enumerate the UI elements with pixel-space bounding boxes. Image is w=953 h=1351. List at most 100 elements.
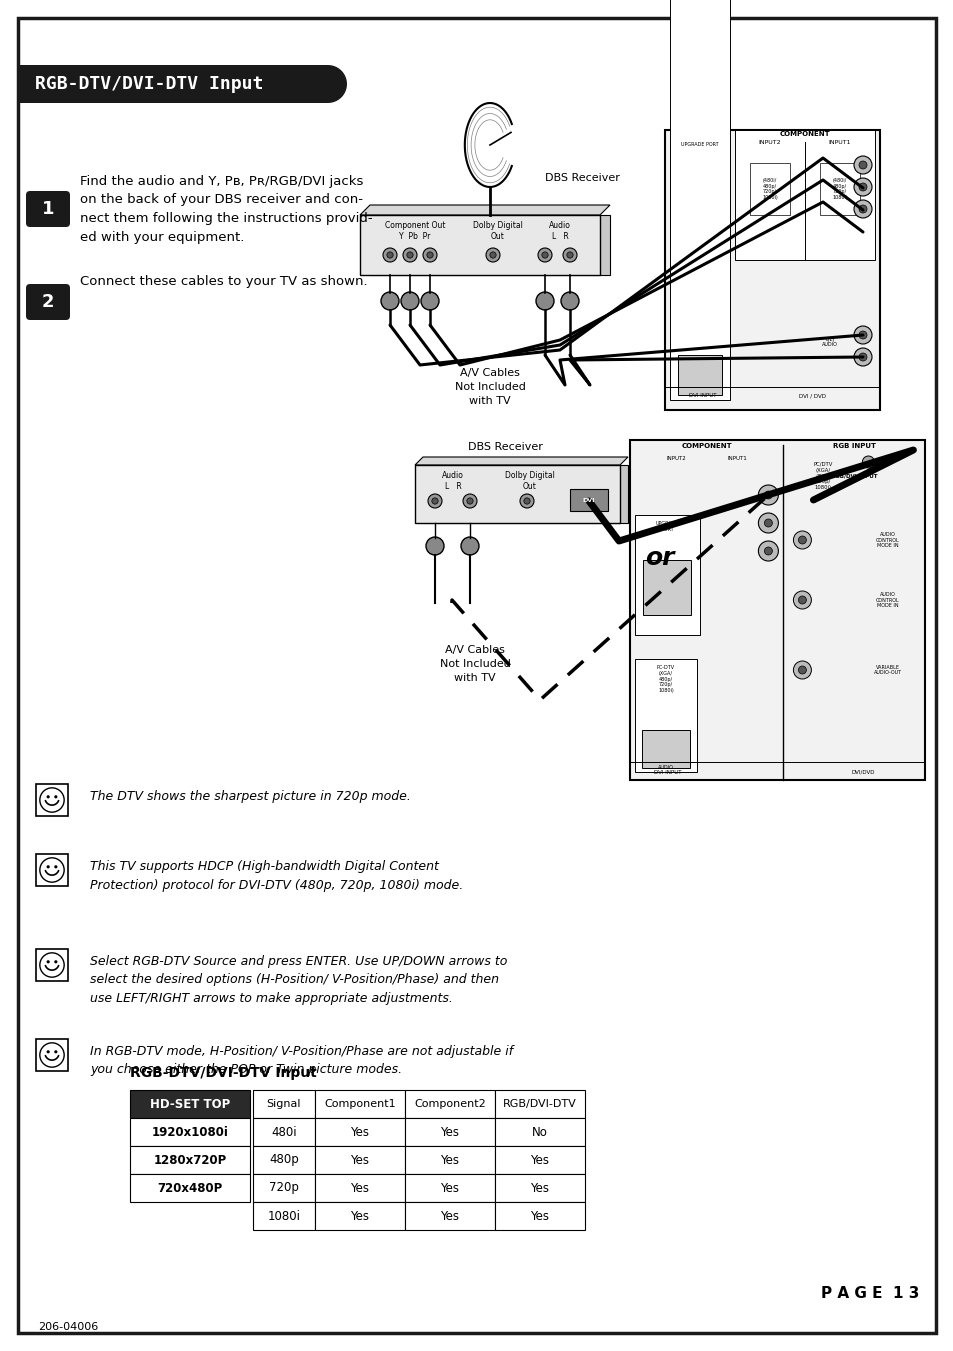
Circle shape [40,788,64,812]
Circle shape [858,205,866,213]
Circle shape [758,513,778,534]
Circle shape [422,249,436,262]
Polygon shape [370,215,609,276]
Bar [253,1146,314,1174]
Circle shape [853,349,871,366]
Text: Audio
L   R: Audio L R [441,471,463,492]
Bar [36,854,68,886]
Circle shape [54,961,57,963]
Circle shape [519,494,534,508]
Text: RGB-DTV/DVI-DTV Input: RGB-DTV/DVI-DTV Input [35,76,263,93]
Bar [495,1146,584,1174]
Bar [130,1174,250,1202]
Circle shape [562,249,577,262]
Circle shape [460,536,478,555]
Circle shape [858,182,866,190]
Text: 480p: 480p [269,1154,298,1166]
Bar [314,1202,405,1229]
Text: AUDIO: AUDIO [658,765,673,770]
Circle shape [47,1050,50,1054]
Text: COMPONENT: COMPONENT [779,131,829,136]
Circle shape [763,490,772,499]
Text: (480i/
480p/
720p/
1080i): (480i/ 480p/ 720p/ 1080i) [761,178,777,200]
Text: Dolby Digital
Out: Dolby Digital Out [504,471,555,492]
Bar [314,1090,405,1119]
Bar [253,1174,314,1202]
Bar [405,1146,495,1174]
Text: DVI INPUT: DVI INPUT [688,393,716,399]
Circle shape [54,1050,57,1054]
Circle shape [793,661,811,680]
Bar [405,1119,495,1146]
Bar [629,440,924,780]
Circle shape [466,499,473,504]
Text: INPUT1: INPUT1 [828,141,850,145]
Bar [36,1039,68,1071]
Text: or: or [644,546,674,570]
Circle shape [420,292,438,309]
Text: PC/DTV
(XGA/
480p/
720p/
1080i): PC/DTV (XGA/ 480p/ 720p/ 1080i) [813,462,832,490]
Text: Yes: Yes [530,1209,549,1223]
Text: 206-04006: 206-04006 [38,1323,98,1332]
Circle shape [428,494,441,508]
Text: DVI: DVI [582,497,595,503]
Circle shape [40,1043,64,1067]
Circle shape [758,485,778,505]
Bar [641,730,689,767]
Circle shape [853,326,871,345]
Bar [678,176,721,230]
Text: Connect these cables to your TV as shown.: Connect these cables to your TV as shown… [80,276,367,288]
Bar [253,1119,314,1146]
Circle shape [858,161,866,169]
Bar [253,1090,314,1119]
Circle shape [798,596,805,604]
Bar [130,1119,250,1146]
Bar [669,141,729,250]
Text: 720x480P: 720x480P [157,1182,222,1194]
Circle shape [426,251,433,258]
Bar [734,130,874,259]
Text: L(L)
AUDIO: L(L) AUDIO [821,336,837,347]
FancyBboxPatch shape [26,190,70,227]
Bar [253,1202,314,1229]
Text: (480i/
480p/
720p/
1080i): (480i/ 480p/ 720p/ 1080i) [831,178,847,200]
Circle shape [432,499,437,504]
Text: DVI INPUT: DVI INPUT [654,770,681,775]
Text: Component1: Component1 [324,1098,395,1109]
Circle shape [862,457,874,467]
Circle shape [853,178,871,196]
Text: Yes: Yes [440,1209,459,1223]
Text: Yes: Yes [530,1182,549,1194]
Text: DVI/DVD: DVI/DVD [851,770,874,775]
Text: Yes: Yes [440,1154,459,1166]
Text: Component Out
Y  Pb  Pr: Component Out Y Pb Pr [384,222,445,240]
Circle shape [47,865,50,869]
Text: In RGB-DTV mode, H-Position/ V-Position/Phase are not adjustable if
you choose e: In RGB-DTV mode, H-Position/ V-Position/… [90,1046,513,1077]
Text: Audio
L   R: Audio L R [549,222,570,240]
Circle shape [758,540,778,561]
Circle shape [763,547,772,555]
Text: DBS Receiver: DBS Receiver [544,173,619,182]
Text: DVI / DVD: DVI / DVD [799,393,825,399]
Bar [495,1090,584,1119]
Text: UPGRADE
PORT: UPGRADE PORT [655,521,679,532]
Text: AUDIO
CONTROL
MODE IN: AUDIO CONTROL MODE IN [875,592,899,608]
Text: INPUT2: INPUT2 [758,141,781,145]
Text: Yes: Yes [440,1182,459,1194]
Bar [642,561,690,615]
Bar [495,1119,584,1146]
Circle shape [793,531,811,549]
Text: RGB INPUT: RGB INPUT [832,443,875,449]
Circle shape [380,292,398,309]
Bar [495,1174,584,1202]
Bar [664,130,879,409]
Text: Select RGB-DTV Source and press ENTER. Use UP/DOWN arrows to
select the desired : Select RGB-DTV Source and press ENTER. U… [90,955,507,1005]
Bar [130,1146,250,1174]
Circle shape [798,536,805,544]
Circle shape [853,155,871,174]
Text: A/V Cables
Not Included
with TV: A/V Cables Not Included with TV [454,367,525,407]
FancyBboxPatch shape [26,284,70,320]
Bar [669,0,729,400]
Text: 1280x720P: 1280x720P [153,1154,227,1166]
Circle shape [763,519,772,527]
